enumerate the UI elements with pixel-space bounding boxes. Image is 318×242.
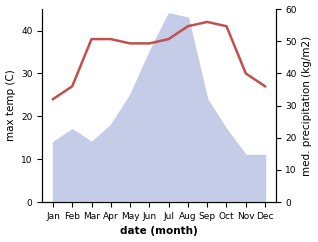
Y-axis label: max temp (C): max temp (C): [5, 70, 16, 142]
Y-axis label: med. precipitation (kg/m2): med. precipitation (kg/m2): [302, 36, 313, 176]
X-axis label: date (month): date (month): [120, 227, 198, 236]
